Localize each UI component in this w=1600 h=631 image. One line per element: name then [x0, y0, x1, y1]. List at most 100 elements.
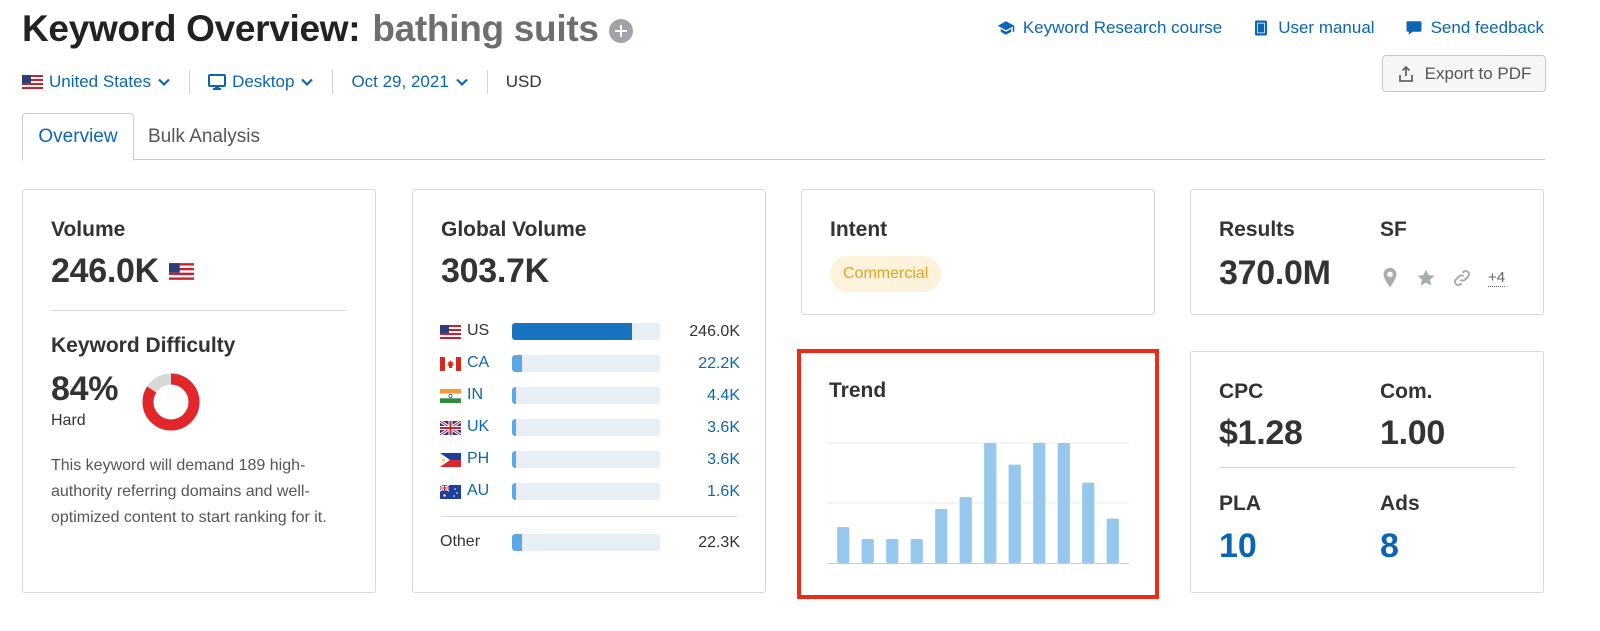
volume-label: Volume [51, 218, 126, 241]
trend-bar[interactable] [1057, 443, 1070, 563]
country-share-bar [512, 419, 660, 436]
us-flag-icon [440, 325, 461, 339]
country-select[interactable]: United States [22, 72, 171, 92]
chat-bubble-icon [1406, 21, 1422, 35]
country-share-fill [512, 323, 632, 340]
tab-overview[interactable]: Overview [22, 113, 134, 161]
australia-flag-icon [440, 485, 461, 499]
intent-label: Intent [830, 218, 888, 241]
help-links: Keyword Research course User manual Send… [997, 18, 1544, 38]
keyword-research-course-link[interactable]: Keyword Research course [997, 18, 1222, 38]
keyword-title: bathing suits [372, 8, 599, 49]
book-icon [1255, 20, 1268, 36]
filter-divider [486, 70, 488, 94]
date-select[interactable]: Oct 29, 2021 [351, 72, 468, 92]
global-volume-divider [441, 516, 737, 517]
trend-card: Trend [797, 349, 1159, 599]
trend-bar[interactable] [1033, 443, 1046, 563]
keyword-difficulty-value: 84% [51, 370, 119, 408]
country-row-uk[interactable]: UK 3.6K [440, 418, 740, 438]
country-row-us: US 246.0K [440, 322, 740, 342]
country-share-bar [512, 534, 660, 551]
global-volume-card: Global Volume 303.7K US 246.0K CA 22.2K … [412, 189, 766, 593]
country-volume: 3.6K [707, 451, 740, 468]
filter-bar: United States Desktop Oct 29, 2021 USD [22, 70, 542, 94]
country-share-fill [512, 419, 517, 436]
country-code: AU [467, 482, 490, 499]
country-code: US [467, 322, 490, 339]
other-volume: 22.3K [698, 534, 740, 551]
trend-bar[interactable] [886, 539, 899, 563]
serp-features-icons: +4 [1380, 267, 1506, 289]
location-pin-icon [1383, 267, 1397, 288]
user-manual-link[interactable]: User manual [1252, 18, 1375, 38]
export-to-pdf-label: Export to PDF [1424, 63, 1532, 83]
cpc-label: CPC [1219, 380, 1264, 403]
trend-bar[interactable] [935, 509, 948, 563]
tab-overview-label: Overview [38, 126, 118, 147]
country-code: UK [467, 418, 490, 435]
country-volume: 3.6K [707, 419, 740, 436]
trend-bar[interactable] [861, 539, 874, 563]
page-title: Keyword Overview: [22, 8, 361, 49]
us-flag-icon [22, 75, 43, 89]
country-row-ph[interactable]: PH 3.6K [440, 450, 740, 470]
trend-bar[interactable] [910, 539, 923, 563]
trend-bar[interactable] [837, 527, 850, 563]
ads-value[interactable]: 8 [1380, 527, 1399, 565]
send-feedback-link[interactable]: Send feedback [1405, 18, 1544, 38]
export-to-pdf-button[interactable]: Export to PDF [1382, 55, 1546, 92]
serp-features-label: SF [1380, 218, 1407, 241]
global-volume-label: Global Volume [441, 218, 587, 241]
intent-card: Intent Commercial [801, 189, 1155, 315]
user-manual-label: User manual [1278, 18, 1375, 37]
date-select-label: Oct 29, 2021 [351, 72, 449, 91]
page-title-row: Keyword Overview: bathing suits [22, 8, 633, 50]
country-row-au[interactable]: AU 1.6K [440, 482, 740, 502]
country-share-bar [512, 355, 660, 372]
results-value: 370.0M [1219, 254, 1331, 292]
serp-features-more[interactable]: +4 [1488, 268, 1506, 287]
competition-label: Com. [1380, 380, 1433, 403]
volume-divider [51, 310, 347, 311]
country-share-fill [512, 483, 517, 500]
country-volume: 4.4K [707, 387, 740, 404]
volume-card: Volume 246.0K Keyword Difficulty 84% Har… [22, 189, 376, 593]
send-feedback-label: Send feedback [1430, 18, 1544, 37]
chevron-down-icon [456, 78, 468, 87]
country-volume: 1.6K [707, 483, 740, 500]
philippines-flag-icon [440, 453, 461, 467]
filter-divider [189, 70, 191, 94]
ads-label: Ads [1380, 492, 1420, 515]
keyword-difficulty-level: Hard [51, 412, 86, 429]
uk-flag-icon [440, 421, 461, 435]
device-select[interactable]: Desktop [208, 72, 314, 92]
pla-value[interactable]: 10 [1219, 527, 1257, 565]
trend-bar[interactable] [1106, 518, 1119, 563]
cpc-value: $1.28 [1219, 414, 1303, 452]
country-share-bar [512, 483, 660, 500]
country-volume: 22.2K [698, 355, 740, 372]
us-flag-icon [168, 263, 194, 280]
keyword-difficulty-label: Keyword Difficulty [51, 334, 236, 357]
tab-bulk-analysis[interactable]: Bulk Analysis [148, 113, 260, 161]
trend-bar[interactable] [1082, 482, 1095, 563]
metrics-divider [1219, 467, 1515, 468]
keyword-difficulty-donut [142, 373, 200, 431]
country-row-in[interactable]: IN 4.4K [440, 386, 740, 406]
trend-bar[interactable] [984, 443, 997, 563]
trend-bar[interactable] [959, 497, 972, 563]
filter-divider [332, 70, 334, 94]
country-share-fill [512, 355, 523, 372]
results-card: Results 370.0M SF +4 [1190, 189, 1544, 315]
desktop-icon [208, 74, 227, 90]
tab-bulk-analysis-label: Bulk Analysis [148, 126, 260, 147]
country-share-fill [512, 387, 517, 404]
chevron-down-icon [301, 78, 314, 87]
country-row-ca[interactable]: CA 22.2K [440, 354, 740, 374]
trend-bar[interactable] [1008, 464, 1021, 563]
add-keyword-icon[interactable] [608, 19, 633, 43]
canada-flag-icon [440, 357, 461, 371]
results-label: Results [1219, 218, 1295, 241]
intent-badge: Commercial [830, 256, 942, 292]
